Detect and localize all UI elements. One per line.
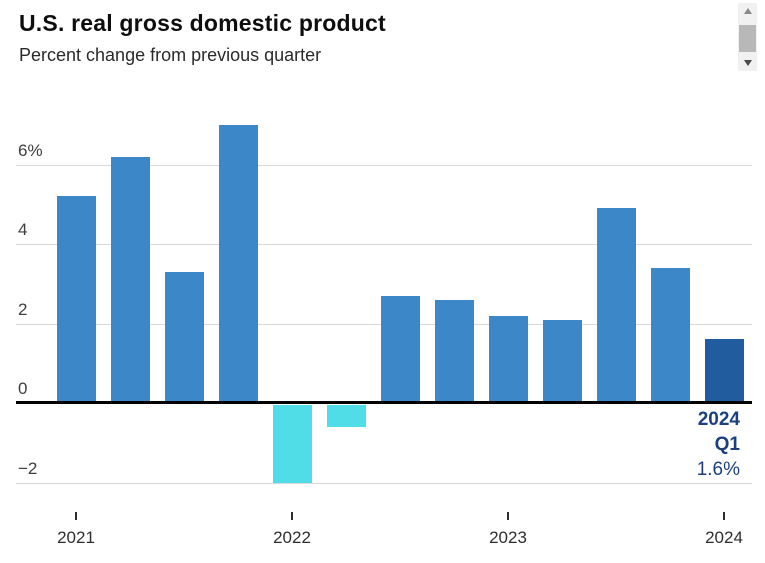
x-axis-label-2021: 2021	[57, 528, 95, 547]
bar-2022-q3[interactable]	[380, 295, 420, 403]
bar-2021-q3[interactable]	[164, 271, 204, 403]
x-axis-tick-2023	[507, 512, 509, 520]
annotation-line-2024: 2024	[697, 409, 740, 430]
scrollbar-thumb[interactable]	[739, 25, 756, 52]
bar-2023-q3[interactable]	[596, 208, 636, 403]
bar-2022-q4[interactable]	[434, 299, 474, 403]
x-axis-label-2023: 2023	[489, 528, 527, 547]
x-axis-label-2022: 2022	[273, 528, 311, 547]
y-axis-label--2: −2	[18, 458, 38, 478]
scrollbar-up-button[interactable]	[738, 3, 757, 19]
bar-2023-q2[interactable]	[542, 319, 582, 403]
bar-2021-q4[interactable]	[218, 124, 258, 404]
gridline-6	[16, 164, 752, 166]
bar-2021-q1[interactable]	[56, 196, 96, 403]
y-axis-label-0: 0	[18, 379, 28, 398]
triangle-down-icon	[743, 60, 752, 66]
chart-title: U.S. real gross domestic product	[19, 10, 386, 36]
x-axis-tick-2024	[723, 512, 725, 520]
zero-axis-line	[16, 401, 752, 404]
bar-2023-q4[interactable]	[650, 267, 690, 404]
vertical-scrollbar[interactable]	[738, 3, 757, 71]
x-axis-tick-2022	[291, 512, 293, 520]
annotation-line-q1: Q1	[714, 434, 740, 455]
bar-2022-q2[interactable]	[326, 404, 366, 427]
triangle-up-icon	[743, 8, 752, 14]
y-axis-label-2: 2	[18, 299, 28, 319]
x-axis-label-2024: 2024	[705, 528, 743, 547]
gridline-4	[16, 244, 752, 245]
bar-2022-q1[interactable]	[272, 404, 312, 483]
highlight-annotation: 2024 Q1 1.6%	[697, 407, 740, 482]
x-axis-tick-2021	[75, 512, 77, 520]
bar-2024-q1[interactable]	[704, 339, 744, 403]
y-axis-label-6: 6%	[18, 140, 43, 160]
gridline--2	[16, 482, 752, 484]
bar-2021-q2[interactable]	[110, 156, 150, 403]
y-axis-label-4: 4	[18, 220, 28, 239]
bar-2023-q1[interactable]	[488, 315, 528, 404]
annotation-line-1-6-: 1.6%	[696, 459, 740, 480]
scrollbar-down-button[interactable]	[738, 55, 757, 71]
chart-subtitle: Percent change from previous quarter	[19, 45, 322, 65]
